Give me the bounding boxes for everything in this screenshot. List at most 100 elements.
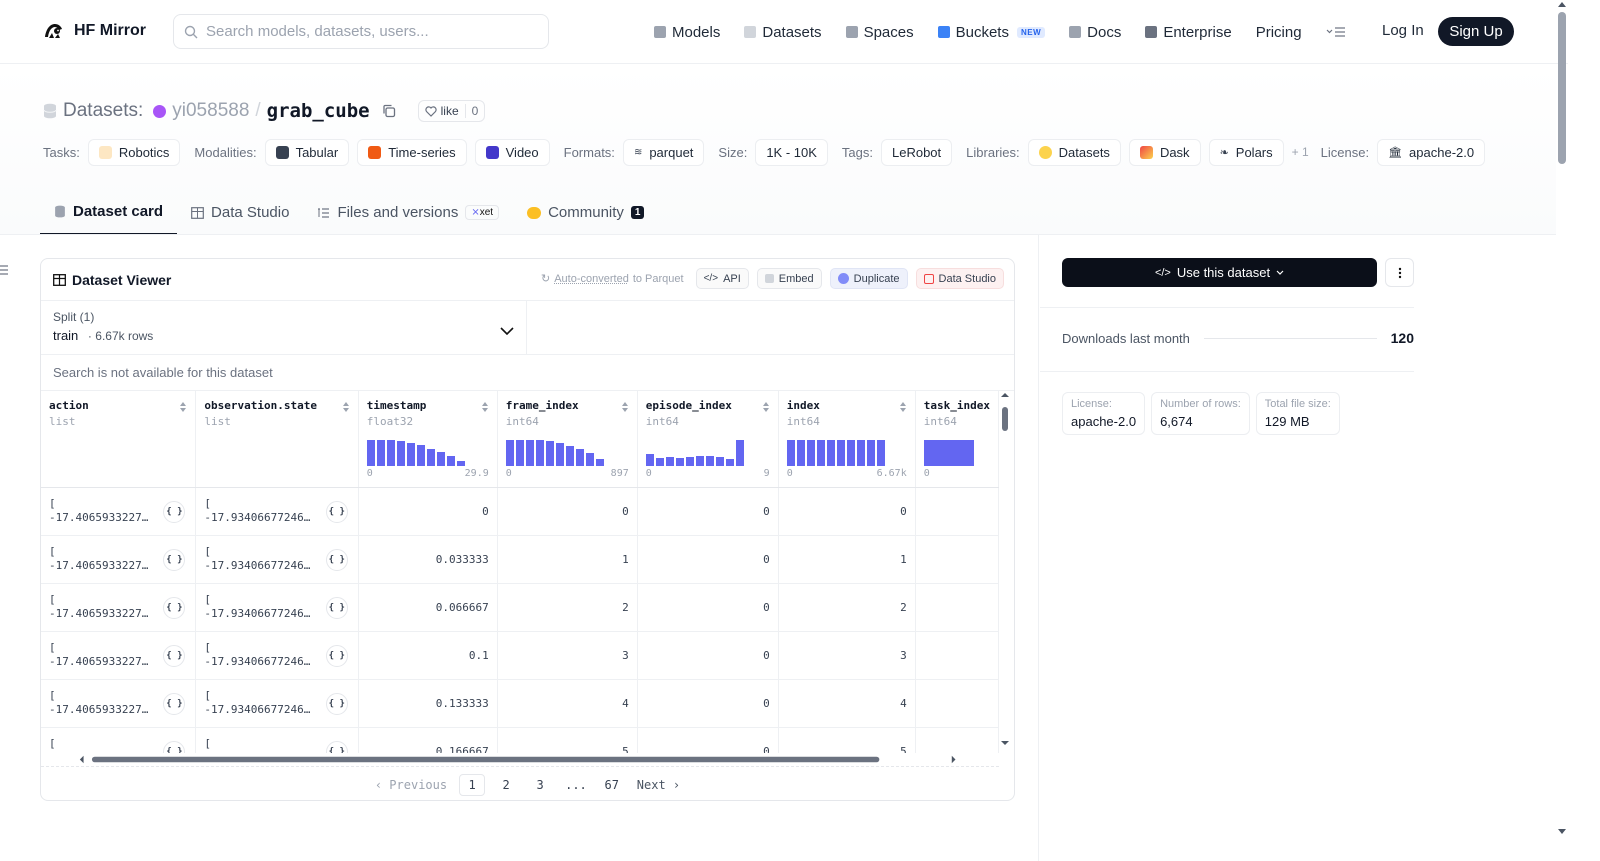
cell-frame-index[interactable]: 3 <box>497 631 638 680</box>
cell-timestamp[interactable]: 0.066667 <box>358 583 498 632</box>
histogram-bar[interactable] <box>826 440 835 466</box>
column-histogram[interactable] <box>505 440 604 466</box>
tag-task-robotics[interactable]: Robotics <box>87 138 181 166</box>
histogram-bar[interactable] <box>545 441 554 466</box>
cell-frame-index[interactable]: 2 <box>497 583 638 632</box>
cell-frame-index[interactable]: 0 <box>497 487 638 536</box>
expand-json-icon[interactable]: { } <box>325 644 348 667</box>
logo[interactable]: HF Mirror <box>42 19 146 43</box>
tag-lerobot[interactable]: LeRobot <box>881 138 953 166</box>
cell-index[interactable]: 4 <box>778 679 916 728</box>
api-button[interactable]: </> API <box>695 268 749 289</box>
histogram-bar[interactable] <box>836 440 845 466</box>
histogram-bar[interactable] <box>665 457 674 466</box>
libraries-more[interactable]: + 1 <box>1291 145 1309 159</box>
cell-action[interactable]: [-17.4065933227… { } <box>41 631 197 680</box>
page-scrollbar[interactable] <box>1556 0 1568 861</box>
cell-task-index[interactable] <box>915 583 999 632</box>
cell-index[interactable]: 0 <box>778 487 916 536</box>
nav-models-link[interactable]: Models <box>654 24 720 41</box>
search-input[interactable] <box>206 23 526 40</box>
tag-license[interactable]: 🏛 apache-2.0 <box>1377 138 1486 166</box>
column-histogram[interactable] <box>786 440 885 466</box>
sidebar-toggle-icon[interactable] <box>0 264 10 276</box>
tag-modality-tabular[interactable]: Tabular <box>264 138 350 166</box>
histogram-bar[interactable] <box>846 440 855 466</box>
cell-frame-index[interactable]: 4 <box>497 679 638 728</box>
expand-json-icon[interactable]: { } <box>325 548 348 571</box>
histogram-bar[interactable] <box>655 458 664 466</box>
cell-index[interactable]: 3 <box>778 631 916 680</box>
histogram-bar[interactable] <box>715 457 724 466</box>
column-header-timestamp[interactable]: timestamp float32 0 29.9 <box>358 391 498 488</box>
cell-episode-index[interactable]: 0 <box>637 631 779 680</box>
copy-icon[interactable] <box>382 104 396 118</box>
tab-dataset-card[interactable]: Dataset card <box>40 191 178 235</box>
cell-task-index[interactable] <box>915 631 999 680</box>
histogram-bar[interactable] <box>376 440 385 466</box>
histogram-bar[interactable] <box>695 456 704 466</box>
column-header-action[interactable]: action list <box>41 391 197 488</box>
histogram-bar[interactable] <box>555 443 564 466</box>
cell-action[interactable]: [ { } <box>41 727 197 753</box>
histogram-bar[interactable] <box>705 456 714 466</box>
histogram-bar[interactable] <box>366 440 375 466</box>
cell-state[interactable]: [-17.93406677246… { } <box>195 631 359 680</box>
column-histogram[interactable] <box>366 440 465 466</box>
login-link[interactable]: Log In <box>1382 22 1424 39</box>
column-header-observation-state[interactable]: observation.state list <box>195 391 359 488</box>
split-select[interactable]: Split (1) train · 6.67k rows <box>41 301 527 354</box>
page-1[interactable]: 1 <box>459 774 486 796</box>
sort-icon[interactable] <box>342 401 350 413</box>
histogram-bar[interactable] <box>675 458 684 466</box>
histogram-bar[interactable] <box>923 440 974 466</box>
more-menu-icon[interactable] <box>1326 26 1346 38</box>
sort-icon[interactable] <box>481 401 489 413</box>
histogram-bar[interactable] <box>386 440 395 466</box>
sort-icon[interactable] <box>621 401 629 413</box>
next-page-button[interactable]: Next › <box>636 778 681 792</box>
nav-enterprise-link[interactable]: Enterprise <box>1145 24 1232 41</box>
histogram-bar[interactable] <box>515 440 524 466</box>
tab-files-and-versions[interactable]: Files and versions ⨯xet <box>303 191 513 235</box>
cell-state[interactable]: [-17.93406677246… { } <box>195 679 359 728</box>
cell-episode-index[interactable]: 0 <box>637 679 779 728</box>
histogram-bar[interactable] <box>866 440 875 466</box>
sort-icon[interactable] <box>899 401 907 413</box>
cell-state[interactable]: [ { } <box>195 727 359 753</box>
use-this-dataset-button[interactable]: </> Use this dataset <box>1062 258 1377 287</box>
cell-index[interactable]: 2 <box>778 583 916 632</box>
expand-json-icon[interactable]: { } <box>325 596 348 619</box>
histogram-bar[interactable] <box>406 443 415 466</box>
histogram-bar[interactable] <box>645 454 654 466</box>
histogram-bar[interactable] <box>595 459 604 466</box>
cell-frame-index[interactable]: 1 <box>497 535 638 584</box>
sort-icon[interactable] <box>762 401 770 413</box>
tab-community[interactable]: Community 1 <box>513 191 658 235</box>
histogram-bar[interactable] <box>796 440 805 466</box>
histogram-bar[interactable] <box>725 459 734 466</box>
tag-library-datasets[interactable]: Datasets <box>1027 138 1121 166</box>
cell-state[interactable]: [-17.93406677246… { } <box>195 487 359 536</box>
histogram-bar[interactable] <box>806 440 815 466</box>
repo-owner[interactable]: yi058588 <box>172 100 250 121</box>
cell-timestamp[interactable]: 0.133333 <box>358 679 498 728</box>
cell-index[interactable]: 5 <box>778 727 916 753</box>
expand-json-icon[interactable]: { } <box>163 548 186 571</box>
global-search[interactable] <box>173 14 549 49</box>
auto-converted-link[interactable]: Auto-converted <box>554 272 629 285</box>
nav-docs-link[interactable]: Docs <box>1069 24 1121 41</box>
sort-icon[interactable] <box>179 401 187 413</box>
histogram-bar[interactable] <box>585 453 594 466</box>
histogram-bar[interactable] <box>575 449 584 466</box>
signup-button[interactable]: Sign Up <box>1438 17 1514 46</box>
cell-action[interactable]: [-17.4065933227… { } <box>41 679 197 728</box>
cell-action[interactable]: [-17.4065933227… { } <box>41 535 197 584</box>
cell-action[interactable]: [-17.4065933227… { } <box>41 487 197 536</box>
more-options-button[interactable] <box>1385 258 1414 287</box>
cell-episode-index[interactable]: 0 <box>637 487 779 536</box>
histogram-bar[interactable] <box>685 457 694 466</box>
histogram-bar[interactable] <box>786 440 795 466</box>
cell-state[interactable]: [-17.93406677246… { } <box>195 583 359 632</box>
histogram-bar[interactable] <box>525 440 534 466</box>
